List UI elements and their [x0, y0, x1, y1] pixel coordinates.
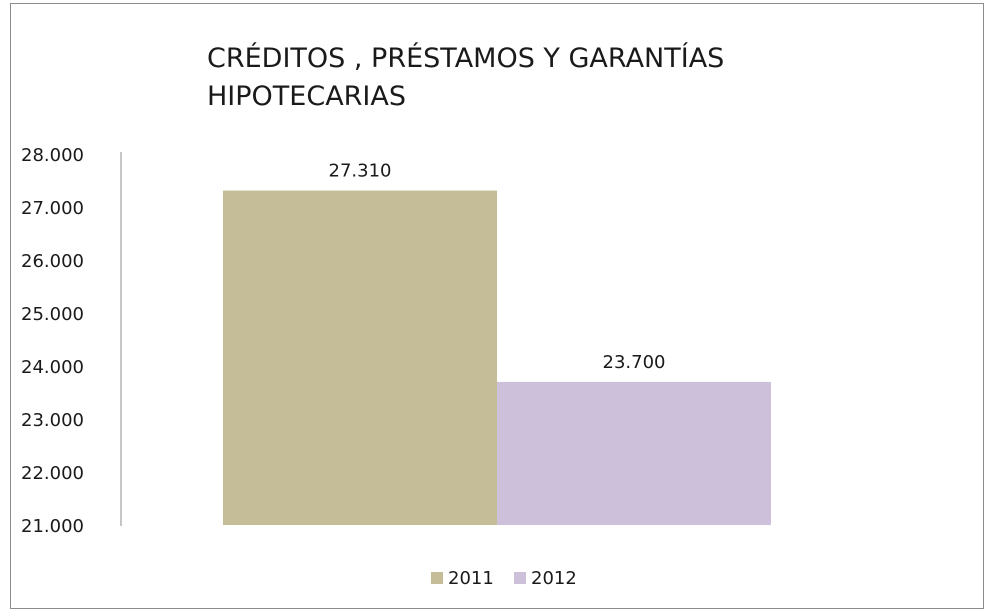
- y-tick-label: 22.000: [21, 463, 84, 484]
- legend-label-2012: 2012: [531, 568, 577, 589]
- legend: 2011 2012: [431, 568, 577, 589]
- legend-swatch-2011: [431, 572, 443, 584]
- y-tick-label: 27.000: [21, 198, 84, 219]
- y-tick-label: 21.000: [21, 516, 84, 537]
- bar-2011: [223, 190, 497, 525]
- chart-title-line-2: HIPOTECARIAS: [207, 81, 406, 112]
- legend-label-2011: 2011: [448, 568, 494, 589]
- y-tick-label: 23.000: [21, 410, 84, 431]
- chart-frame: CRÉDITOS , PRÉSTAMOS Y GARANTÍAS HIPOTEC…: [10, 3, 984, 609]
- y-tick-label: 28.000: [21, 145, 84, 166]
- y-tick-label: 25.000: [21, 304, 84, 325]
- y-tick-label: 24.000: [21, 357, 84, 378]
- y-tick-label: 26.000: [21, 251, 84, 272]
- bar-chart: CRÉDITOS , PRÉSTAMOS Y GARANTÍAS HIPOTEC…: [21, 42, 771, 589]
- data-label-2011: 27.310: [329, 161, 392, 182]
- bar-2012: [497, 381, 771, 525]
- chart-title-line-1: CRÉDITOS , PRÉSTAMOS Y GARANTÍAS: [207, 42, 724, 74]
- plot-area: 21.000 22.000 23.000 24.000 25.000 26.000 27.0…: [21, 145, 771, 537]
- legend-swatch-2012: [514, 572, 526, 584]
- data-label-2012: 23.700: [603, 352, 666, 373]
